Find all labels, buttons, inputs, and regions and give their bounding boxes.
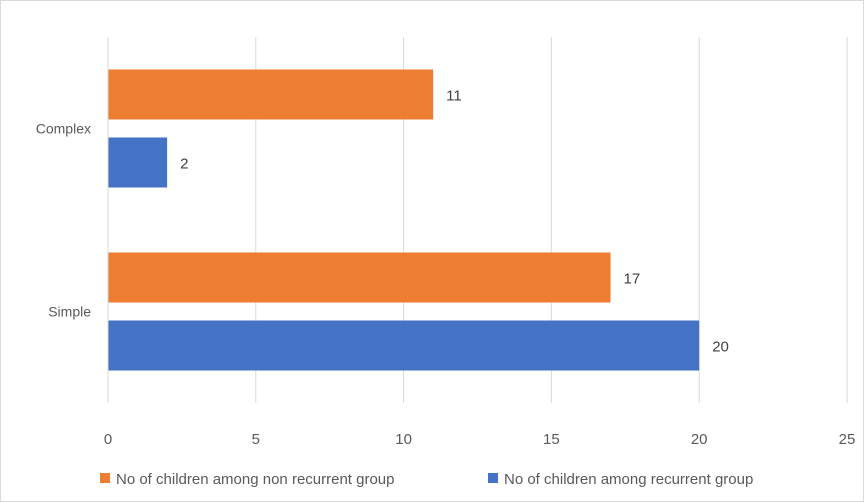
data-label-complex-series-1: 11	[446, 88, 462, 105]
legend-label-series-1: No of children among non recurrent group	[116, 471, 395, 488]
tick-label-15: 15	[543, 431, 560, 448]
tick-label-0: 0	[104, 431, 112, 448]
data-label-complex-series-0: 2	[180, 156, 188, 173]
category-label-complex: Complex	[36, 121, 91, 137]
data-labels: 20 17 2 11	[180, 88, 729, 356]
value-axis-ticks: 0 5 10 15 20 25	[104, 431, 856, 448]
legend: No of children among non recurrent group…	[100, 471, 753, 488]
tick-label-10: 10	[395, 431, 412, 448]
bar-simple-series-1	[108, 252, 611, 303]
tick-label-20: 20	[691, 431, 708, 448]
legend-label-series-0: No of children among recurrent group	[504, 471, 753, 488]
data-label-simple-series-0: 20	[712, 339, 729, 356]
bars	[108, 69, 700, 371]
legend-swatch-series-0	[488, 473, 498, 483]
data-label-simple-series-1: 17	[624, 271, 641, 288]
bar-simple-series-0	[108, 320, 700, 371]
tick-label-5: 5	[252, 431, 260, 448]
legend-swatch-series-1	[100, 473, 110, 483]
category-label-simple: Simple	[48, 304, 91, 320]
tick-label-25: 25	[839, 431, 856, 448]
category-labels: Simple Complex	[36, 121, 91, 320]
bar-complex-series-1	[108, 69, 434, 120]
bar-complex-series-0	[108, 137, 168, 188]
